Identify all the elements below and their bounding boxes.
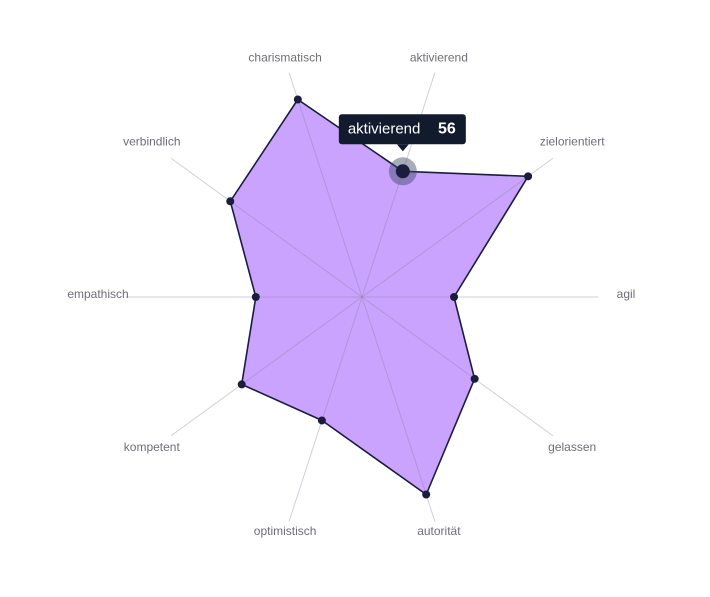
axis-label: zielorientiert [540, 134, 605, 148]
tooltip-arrow [396, 144, 409, 152]
axis-label: charismatisch [248, 51, 321, 65]
axis-spoke [361, 296, 554, 437]
tooltip: aktivierend 56 [338, 114, 466, 152]
tooltip-value: 56 [438, 121, 456, 138]
data-point [226, 197, 235, 206]
axis-label: agil [617, 287, 636, 301]
axis-label: gelassen [548, 440, 596, 454]
data-point [422, 490, 431, 499]
axis-label: kompetent [124, 440, 181, 454]
axis-label: empathisch [67, 287, 128, 301]
data-point [395, 164, 410, 179]
axis-spoke [288, 296, 363, 522]
data-point [317, 416, 326, 425]
data-point [251, 293, 260, 301]
data-point [470, 374, 479, 383]
axis-spoke [170, 157, 363, 298]
axis-spoke [361, 157, 554, 298]
axis-label: aktivierend [410, 51, 468, 65]
data-point [293, 95, 302, 104]
axis-spoke [361, 72, 436, 298]
axis-spoke [170, 296, 363, 437]
axis-label: optimistisch [254, 524, 317, 538]
tooltip-box [338, 114, 466, 145]
tooltip-label: aktivierend [348, 120, 421, 137]
data-point [237, 380, 246, 389]
data-point [524, 172, 533, 181]
axis-label: verbindlich [123, 134, 180, 148]
axis-spoke [361, 296, 436, 522]
data-point [450, 293, 459, 301]
axis-label: autorität [417, 524, 461, 538]
axis-spoke [288, 72, 363, 298]
